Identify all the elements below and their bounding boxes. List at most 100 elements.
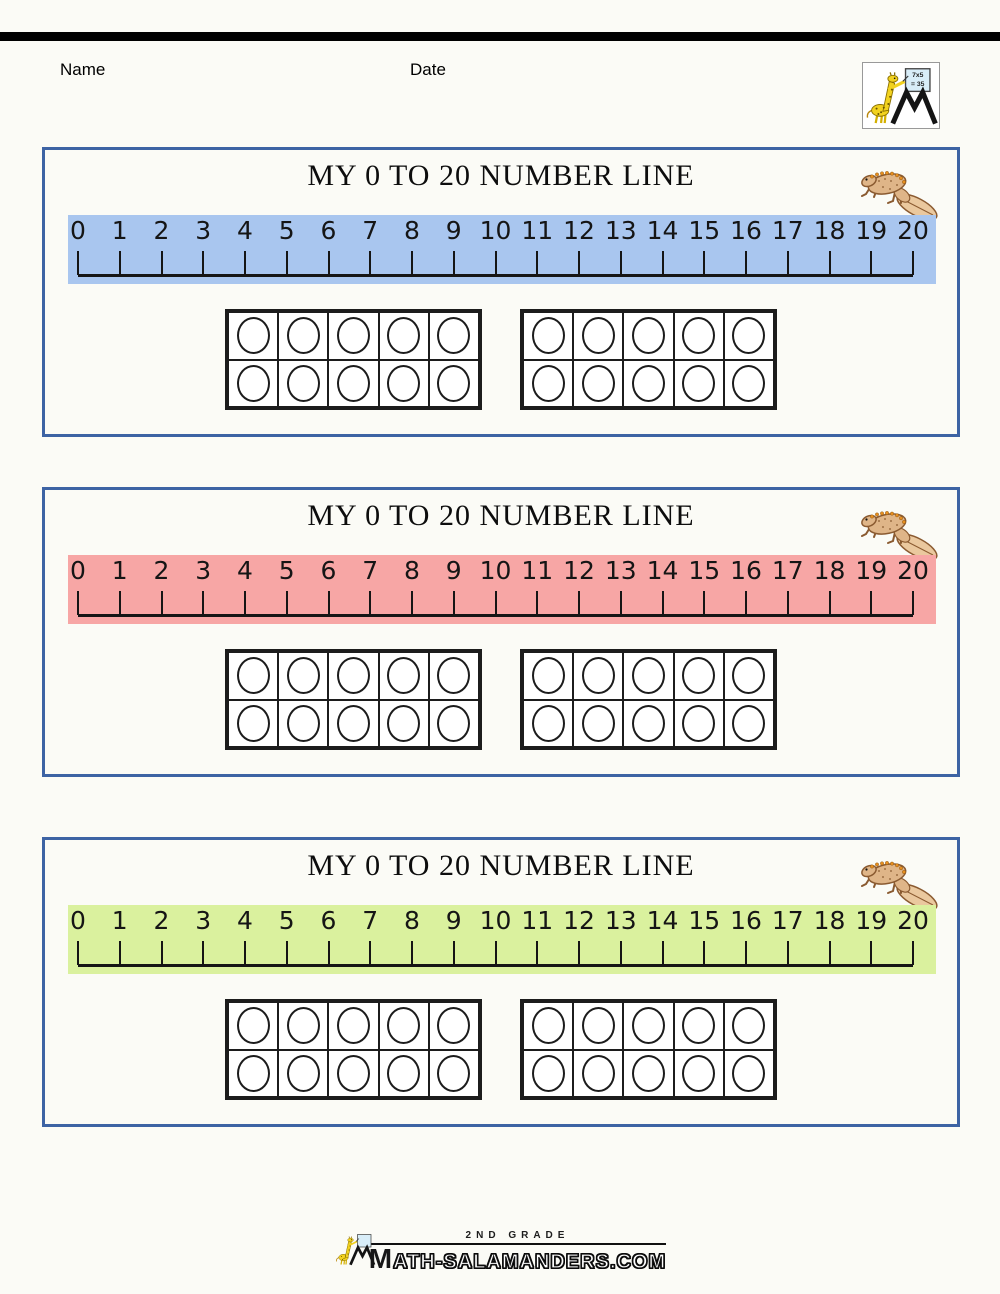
ten-frame-cell (228, 652, 279, 700)
footer-rule (368, 1243, 667, 1245)
number-line-baseline (78, 964, 913, 967)
counter-circle (531, 1007, 565, 1045)
counter-circle (581, 704, 615, 742)
logo-board-line2: = 35 (911, 81, 925, 88)
number-label: 13 (604, 906, 637, 935)
counter-circle (581, 1007, 615, 1045)
counter-circle (631, 657, 665, 695)
tick-mark (786, 251, 789, 275)
counter-circle (286, 657, 320, 695)
counter-circle (531, 317, 565, 355)
ten-frame-cell (723, 312, 774, 360)
ten-frames-row (45, 309, 957, 410)
ten-frame (225, 649, 482, 750)
counter-circle (531, 657, 565, 695)
ten-frame-cell (573, 1049, 624, 1097)
tick-mark (411, 251, 413, 275)
tick-mark (912, 941, 914, 965)
ten-frame-cell (328, 1002, 379, 1050)
tick-mark (536, 251, 539, 275)
number-label: 14 (646, 216, 679, 245)
giraffe-easel-icon: 7x5 = 35 (863, 63, 939, 127)
number-label: 4 (237, 556, 253, 585)
ten-frame (520, 999, 777, 1100)
ten-frame-cell (428, 652, 479, 700)
ten-frame-cell (673, 652, 724, 700)
ten-frame-cell (573, 359, 624, 407)
tick-mark (118, 591, 121, 615)
tick-mark (202, 591, 205, 615)
number-label: 15 (688, 216, 721, 245)
counter-circle (387, 364, 421, 402)
ten-frame-cell (673, 699, 724, 747)
counter-circle (631, 1054, 665, 1092)
number-label: 9 (445, 906, 462, 935)
counter-circle (732, 317, 766, 355)
ten-frame (225, 999, 482, 1100)
ten-frame-cell (573, 1002, 624, 1050)
number-label: 2 (153, 556, 170, 585)
number-label: 1 (111, 906, 128, 935)
tick-mark (202, 251, 205, 275)
number-label: 11 (521, 906, 554, 935)
tick-mark (703, 251, 706, 275)
ten-frame-cell (228, 359, 279, 407)
number-label: 7 (362, 906, 379, 935)
tick-mark (118, 251, 121, 275)
ten-frame-cell (623, 652, 674, 700)
tick-mark (745, 591, 747, 615)
counter-circle (286, 1007, 320, 1045)
ten-frame-cell (328, 1049, 379, 1097)
tick-mark (703, 591, 706, 615)
ten-frame-cell (378, 359, 429, 407)
number-label: 7 (362, 216, 379, 245)
number-label: 17 (771, 556, 804, 585)
ten-frame-cell (623, 359, 674, 407)
number-label: 20 (897, 906, 929, 935)
tick-mark (619, 591, 622, 615)
ten-frame-cell (428, 312, 479, 360)
worksheet-panel-green: MY 0 TO 20 NUMBER LINE 0 1 2 3 4 5 6 7 8 9 10 11 12 1… (42, 837, 960, 1127)
tick-mark (494, 251, 497, 275)
tick-mark (661, 251, 664, 275)
counter-circle (531, 1054, 565, 1092)
number-label: 8 (404, 556, 420, 585)
number-label: 12 (563, 216, 595, 245)
counter-circle (236, 704, 270, 742)
counter-circle (286, 1054, 320, 1092)
number-label: 16 (730, 216, 762, 245)
ten-frame-cell (378, 1002, 429, 1050)
number-label: 2 (153, 216, 170, 245)
name-label: Name (60, 60, 106, 79)
ten-frame-cell (523, 652, 574, 700)
tick-mark (77, 251, 79, 275)
tick-mark (578, 941, 580, 965)
number-label: 3 (195, 556, 212, 585)
number-label: 4 (237, 906, 253, 935)
tick-mark (870, 941, 873, 965)
site-name: M ATH-SALAMANDERS.COM (368, 1243, 666, 1274)
ten-frame-cell (278, 1049, 329, 1097)
number-label: 0 (70, 556, 86, 585)
counter-circle (581, 1054, 615, 1092)
counter-circle (437, 317, 471, 355)
grade-label: 2ND GRADE (465, 1230, 570, 1241)
panel-title: MY 0 TO 20 NUMBER LINE (307, 849, 695, 882)
number-label: 3 (195, 216, 212, 245)
ten-frame-cell (428, 359, 479, 407)
counter-circle (336, 364, 370, 402)
site-initial: M (368, 1243, 393, 1274)
panel-title: MY 0 TO 20 NUMBER LINE (307, 499, 695, 532)
tick-mark (494, 941, 497, 965)
ten-frame-cell (328, 652, 379, 700)
ten-frame-cell (623, 1049, 674, 1097)
ten-frame-cell (523, 1049, 574, 1097)
tick-mark (285, 591, 288, 615)
ten-frame-cell (673, 312, 724, 360)
tick-mark (828, 941, 831, 965)
counter-circle (581, 364, 615, 402)
counter-circle (682, 317, 716, 355)
tick-mark (828, 591, 831, 615)
tick-mark (578, 251, 580, 275)
counter-circle (336, 1007, 370, 1045)
